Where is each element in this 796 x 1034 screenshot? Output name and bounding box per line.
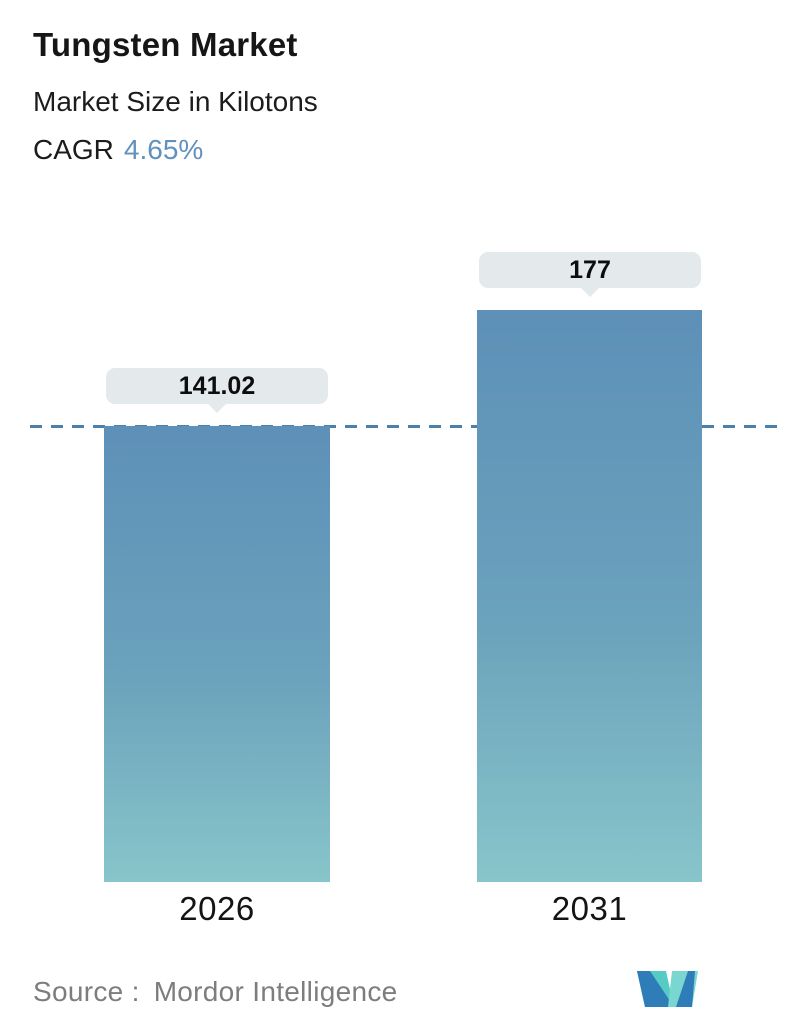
cagr-row: CAGR 4.65%: [33, 134, 318, 166]
chart-header: Tungsten Market Market Size in Kilotons …: [33, 26, 318, 166]
source-attribution: Source : Mordor Intelligence: [33, 976, 398, 1008]
reference-dashed-line: [30, 425, 780, 428]
value-tooltip-2031: 177: [479, 252, 701, 288]
value-label-2026: 141.02: [178, 371, 256, 400]
source-name: Mordor Intelligence: [153, 976, 398, 1007]
chart-subtitle: Market Size in Kilotons: [33, 86, 318, 117]
cagr-label: CAGR: [33, 134, 114, 165]
value-tooltip-2026: 141.02: [106, 368, 328, 404]
x-axis-label-2026: 2026: [179, 890, 255, 927]
bar-2026[interactable]: [104, 426, 330, 882]
mordor-intelligence-logo: [637, 971, 698, 1007]
source-label: Source :: [33, 976, 140, 1007]
x-axis-label-2031: 2031: [551, 890, 628, 927]
value-label-2031: 177: [569, 255, 611, 284]
chart-title: Tungsten Market: [33, 26, 298, 63]
cagr-value: 4.65%: [123, 134, 204, 165]
bar-2031[interactable]: [477, 310, 702, 882]
